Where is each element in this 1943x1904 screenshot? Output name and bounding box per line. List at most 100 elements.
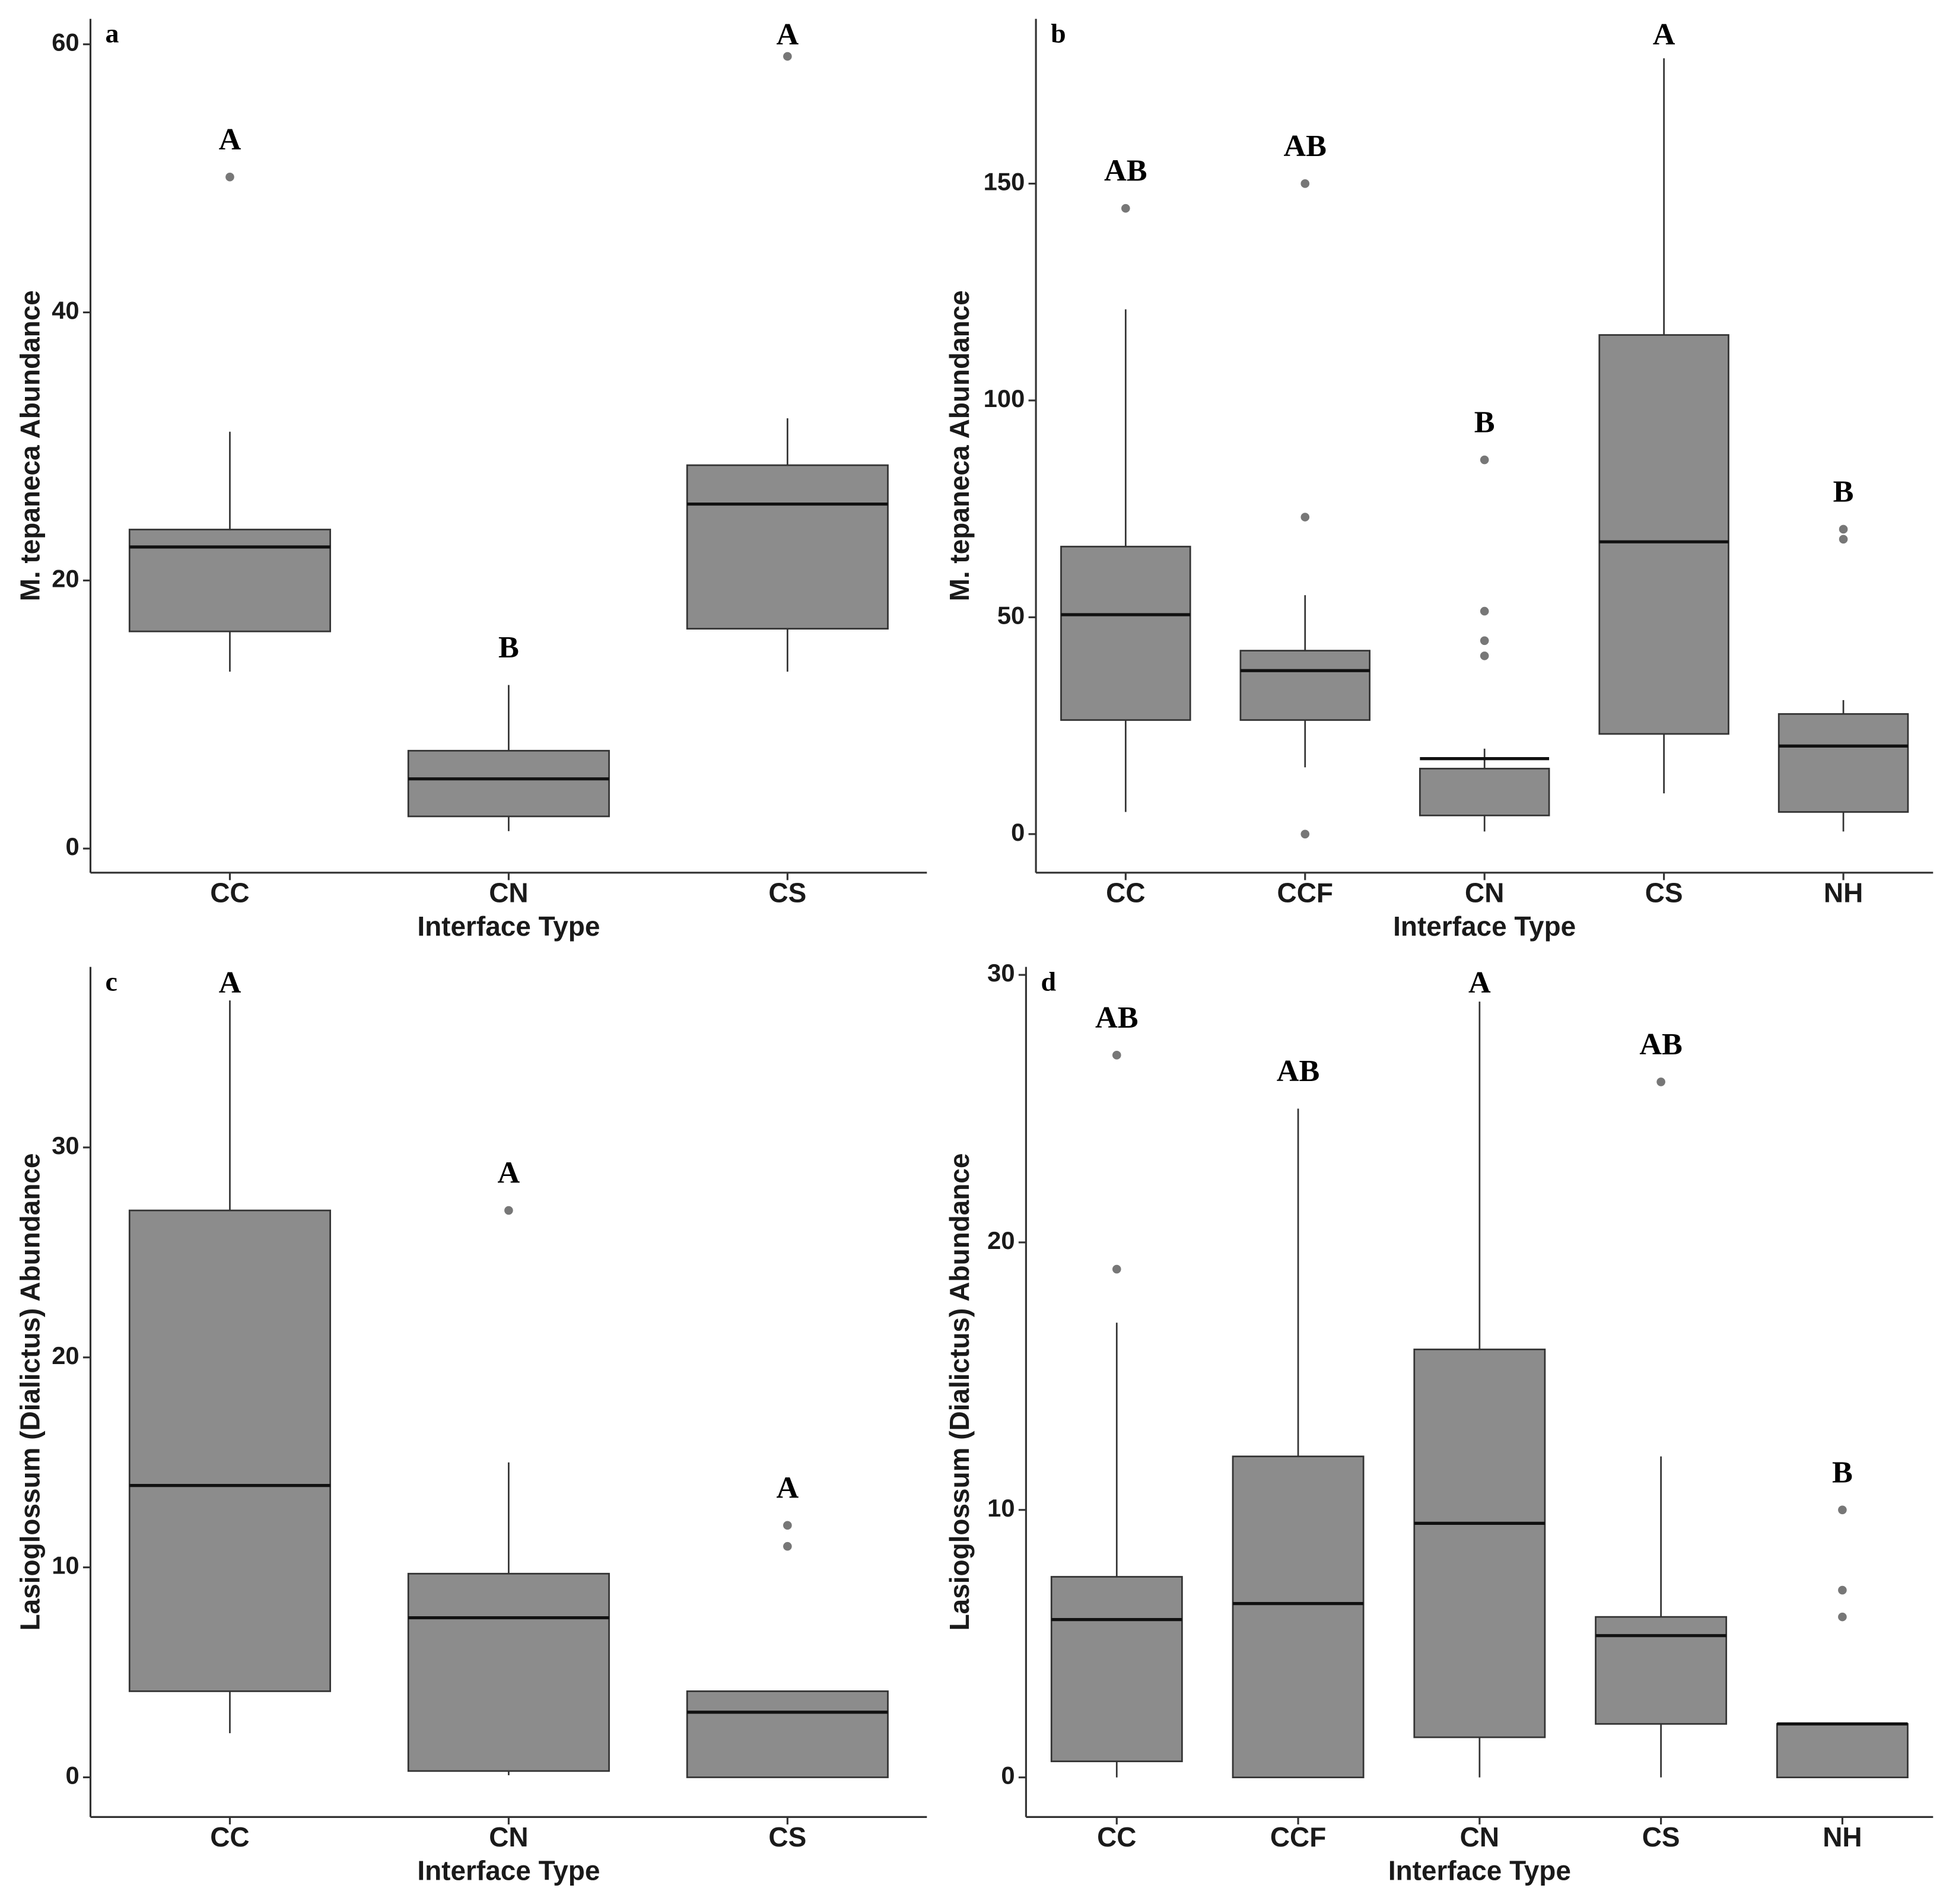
x-tick-label: NH	[1824, 878, 1863, 908]
x-tick-label: CCF	[1270, 1822, 1326, 1852]
y-tick-label: 30	[987, 959, 1015, 987]
x-tick-label: NH	[1823, 1822, 1862, 1852]
box	[128, 529, 331, 632]
outlier	[1839, 525, 1848, 534]
box	[686, 464, 889, 630]
y-axis-title: Lasioglossum (Dialictus) Abundance	[944, 1153, 975, 1631]
outlier	[1112, 1264, 1121, 1274]
y-tick-label: 0	[65, 1762, 79, 1789]
group-letter: A	[219, 122, 241, 157]
x-tick-label: CN	[489, 878, 528, 908]
x-tick-label: CS	[1645, 878, 1683, 908]
group-letter: AB	[1283, 129, 1327, 163]
x-tick-label: CC	[1097, 1822, 1136, 1852]
box	[1595, 1616, 1728, 1725]
outlier	[783, 1521, 792, 1530]
outlier	[783, 52, 792, 61]
x-axis-title: Interface Type	[1393, 911, 1576, 942]
y-tick-label: 60	[52, 28, 79, 56]
box	[1777, 713, 1909, 813]
y-tick-label: 50	[997, 601, 1025, 629]
group-letter: A	[1653, 17, 1675, 52]
x-axis-title: Interface Type	[1388, 1855, 1571, 1886]
box	[1050, 1576, 1183, 1762]
panel-label: b	[1051, 18, 1066, 49]
x-tick-label: CC	[210, 1822, 249, 1852]
x-tick-label: CN	[1460, 1822, 1499, 1852]
outlier	[1480, 636, 1489, 646]
y-axis-title: M. tepaneca Abundance	[14, 290, 45, 601]
outlier	[1480, 455, 1489, 465]
panel: b 0 50 100 150 M. tepaneca Abundance Interface…	[944, 17, 1934, 942]
group-letter: AB	[1104, 154, 1147, 188]
box	[128, 1209, 331, 1692]
y-tick-label: 20	[987, 1226, 1015, 1254]
outlier	[1839, 535, 1848, 544]
outlier	[1838, 1612, 1847, 1622]
box	[1776, 1723, 1909, 1779]
y-tick-label: 10	[52, 1552, 79, 1579]
group-letter: B	[1474, 405, 1495, 440]
y-axis-title: Lasioglossum (Dialictus) Abundance	[14, 1153, 45, 1631]
y-tick-label: 10	[987, 1494, 1015, 1522]
outlier	[1300, 179, 1310, 188]
group-letter: A	[776, 17, 799, 52]
panel: a 0 20 40 60 M. tepaneca Abundance Interface T…	[14, 17, 927, 942]
group-letter: B	[1832, 1455, 1853, 1489]
group-letter: B	[498, 630, 519, 665]
group-letter: A	[219, 965, 241, 1000]
y-tick-label: 150	[984, 168, 1025, 196]
y-tick-label: 40	[52, 297, 79, 325]
x-tick-label: CS	[768, 878, 806, 908]
x-tick-label: CC	[1106, 878, 1145, 908]
group-letter: AB	[1095, 1000, 1139, 1035]
outlier	[504, 1206, 513, 1215]
y-tick-label: 0	[1011, 818, 1025, 846]
box	[1232, 1455, 1365, 1779]
panel: d 0 10 20 30 Lasioglossum (Dialictus) Abundan…	[944, 959, 1934, 1886]
box	[1413, 1348, 1546, 1738]
outlier	[1656, 1077, 1665, 1086]
x-tick-label: CCF	[1277, 878, 1333, 908]
group-letter: A	[1468, 965, 1491, 1000]
x-tick-label: CN	[489, 1822, 528, 1852]
box	[407, 1572, 610, 1772]
outlier	[225, 173, 234, 182]
outlier	[1838, 1505, 1847, 1515]
group-letter: AB	[1277, 1054, 1320, 1088]
box	[1239, 650, 1370, 721]
x-tick-label: CN	[1465, 878, 1504, 908]
box	[1419, 768, 1550, 816]
y-tick-label: 0	[1001, 1762, 1015, 1789]
outlier	[1838, 1585, 1847, 1595]
outlier	[783, 1541, 792, 1551]
outlier	[1300, 829, 1310, 839]
x-tick-label: CS	[768, 1822, 806, 1852]
outlier	[1121, 204, 1130, 213]
y-axis-title: M. tepaneca Abundance	[944, 290, 975, 601]
panel-label: a	[106, 18, 119, 49]
box	[1598, 334, 1729, 735]
x-tick-label: CS	[1642, 1822, 1680, 1852]
x-axis-title: Interface Type	[417, 911, 600, 942]
y-tick-label: 100	[984, 384, 1025, 412]
outlier	[1480, 606, 1489, 616]
y-tick-label: 20	[52, 1342, 79, 1369]
y-tick-label: 20	[52, 564, 79, 592]
y-tick-label: 30	[52, 1131, 79, 1159]
outlier	[1480, 651, 1489, 660]
group-letter: B	[1833, 474, 1854, 508]
box	[407, 749, 610, 818]
y-tick-label: 0	[65, 832, 79, 860]
x-tick-label: CC	[210, 878, 249, 908]
group-letter: A	[776, 1470, 799, 1505]
box	[686, 1690, 889, 1778]
group-letter: AB	[1639, 1027, 1683, 1061]
group-letter: A	[498, 1156, 520, 1190]
panel-label: c	[106, 966, 117, 996]
box	[1060, 545, 1191, 721]
outlier	[1300, 513, 1310, 522]
x-axis-title: Interface Type	[417, 1855, 600, 1886]
